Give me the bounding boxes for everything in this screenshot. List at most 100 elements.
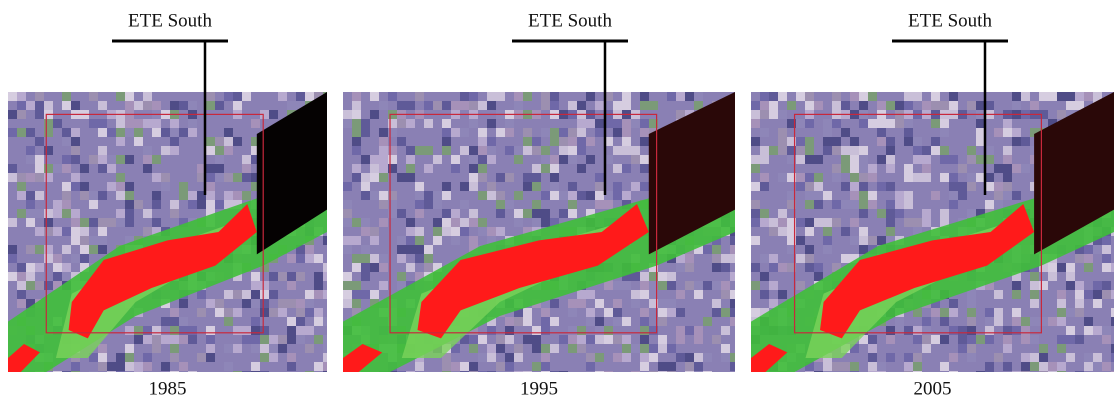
- pixel: [1093, 299, 1102, 308]
- pixel: [161, 317, 170, 326]
- pixel: [832, 146, 841, 155]
- pixel: [1075, 299, 1084, 308]
- pixel: [751, 119, 760, 128]
- pixel: [116, 182, 125, 191]
- pixel: [80, 164, 89, 173]
- pixel: [532, 209, 541, 218]
- pixel: [967, 209, 976, 218]
- pixel: [577, 191, 586, 200]
- pixel: [379, 191, 388, 200]
- pixel: [170, 128, 179, 137]
- pixel: [904, 362, 913, 371]
- pixel: [886, 218, 895, 227]
- pixel: [676, 290, 685, 299]
- pixel: [80, 263, 89, 272]
- pixel: [730, 272, 735, 281]
- pixel: [287, 353, 296, 362]
- pixel: [1012, 92, 1021, 101]
- pixel: [8, 110, 17, 119]
- pixel: [161, 146, 170, 155]
- pixel: [433, 200, 442, 209]
- pixel: [152, 155, 161, 164]
- pixel: [805, 155, 814, 164]
- pixel: [922, 335, 931, 344]
- pixel: [958, 344, 967, 353]
- pixel: [197, 308, 206, 317]
- pixel: [505, 317, 514, 326]
- satellite-image: [343, 92, 735, 372]
- pixel: [161, 362, 170, 371]
- pixel: [1084, 92, 1093, 101]
- pixel: [823, 245, 832, 254]
- pixel: [631, 182, 640, 191]
- pixel: [26, 209, 35, 218]
- pixel: [976, 119, 985, 128]
- pixel: [278, 335, 287, 344]
- year-label: 1985: [149, 378, 187, 399]
- pixel: [577, 164, 586, 173]
- pixel: [71, 101, 80, 110]
- pixel: [469, 335, 478, 344]
- pixel: [1021, 353, 1030, 362]
- pixel: [841, 362, 850, 371]
- pixel: [886, 227, 895, 236]
- pixel: [532, 362, 541, 371]
- pixel: [514, 92, 523, 101]
- pixel: [343, 281, 352, 290]
- pixel: [451, 227, 460, 236]
- pixel: [170, 119, 179, 128]
- pixel: [305, 371, 314, 372]
- pixel: [958, 335, 967, 344]
- pixel: [415, 236, 424, 245]
- pixel: [967, 101, 976, 110]
- pixel: [886, 335, 895, 344]
- pixel: [44, 101, 53, 110]
- pixel: [1066, 308, 1075, 317]
- river-branch: [751, 344, 788, 372]
- pixel: [577, 137, 586, 146]
- pixel: [152, 227, 161, 236]
- pixel: [640, 164, 649, 173]
- pixel: [895, 119, 904, 128]
- pixel: [931, 146, 940, 155]
- pixel: [323, 236, 327, 245]
- pixel: [305, 254, 314, 263]
- pixel: [1039, 92, 1048, 101]
- pixel: [388, 164, 397, 173]
- pixel: [206, 191, 215, 200]
- pixel: [352, 254, 361, 263]
- pixel: [694, 371, 703, 372]
- pixel: [269, 290, 278, 299]
- pixel: [460, 362, 469, 371]
- pixel: [314, 308, 323, 317]
- pixel: [323, 371, 327, 372]
- pixel: [949, 299, 958, 308]
- pixel: [352, 146, 361, 155]
- pixel: [1066, 281, 1075, 290]
- pixel: [967, 146, 976, 155]
- pixel: [424, 200, 433, 209]
- pixel: [451, 236, 460, 245]
- pixel: [868, 200, 877, 209]
- pixel: [406, 164, 415, 173]
- pixel: [985, 335, 994, 344]
- pixel: [1012, 326, 1021, 335]
- pixel: [676, 263, 685, 272]
- pixel: [550, 137, 559, 146]
- pixel: [730, 299, 735, 308]
- pixel: [913, 218, 922, 227]
- pixel: [161, 182, 170, 191]
- pixel: [352, 308, 361, 317]
- pixel: [649, 272, 658, 281]
- pixel: [125, 101, 134, 110]
- pixel: [1021, 371, 1030, 372]
- pixel: [287, 281, 296, 290]
- pixel: [251, 344, 260, 353]
- pixel: [541, 146, 550, 155]
- pixel: [604, 308, 613, 317]
- pixel: [649, 299, 658, 308]
- pixel: [1039, 371, 1048, 372]
- pixel: [1057, 344, 1066, 353]
- pixel: [8, 164, 17, 173]
- pixel: [841, 128, 850, 137]
